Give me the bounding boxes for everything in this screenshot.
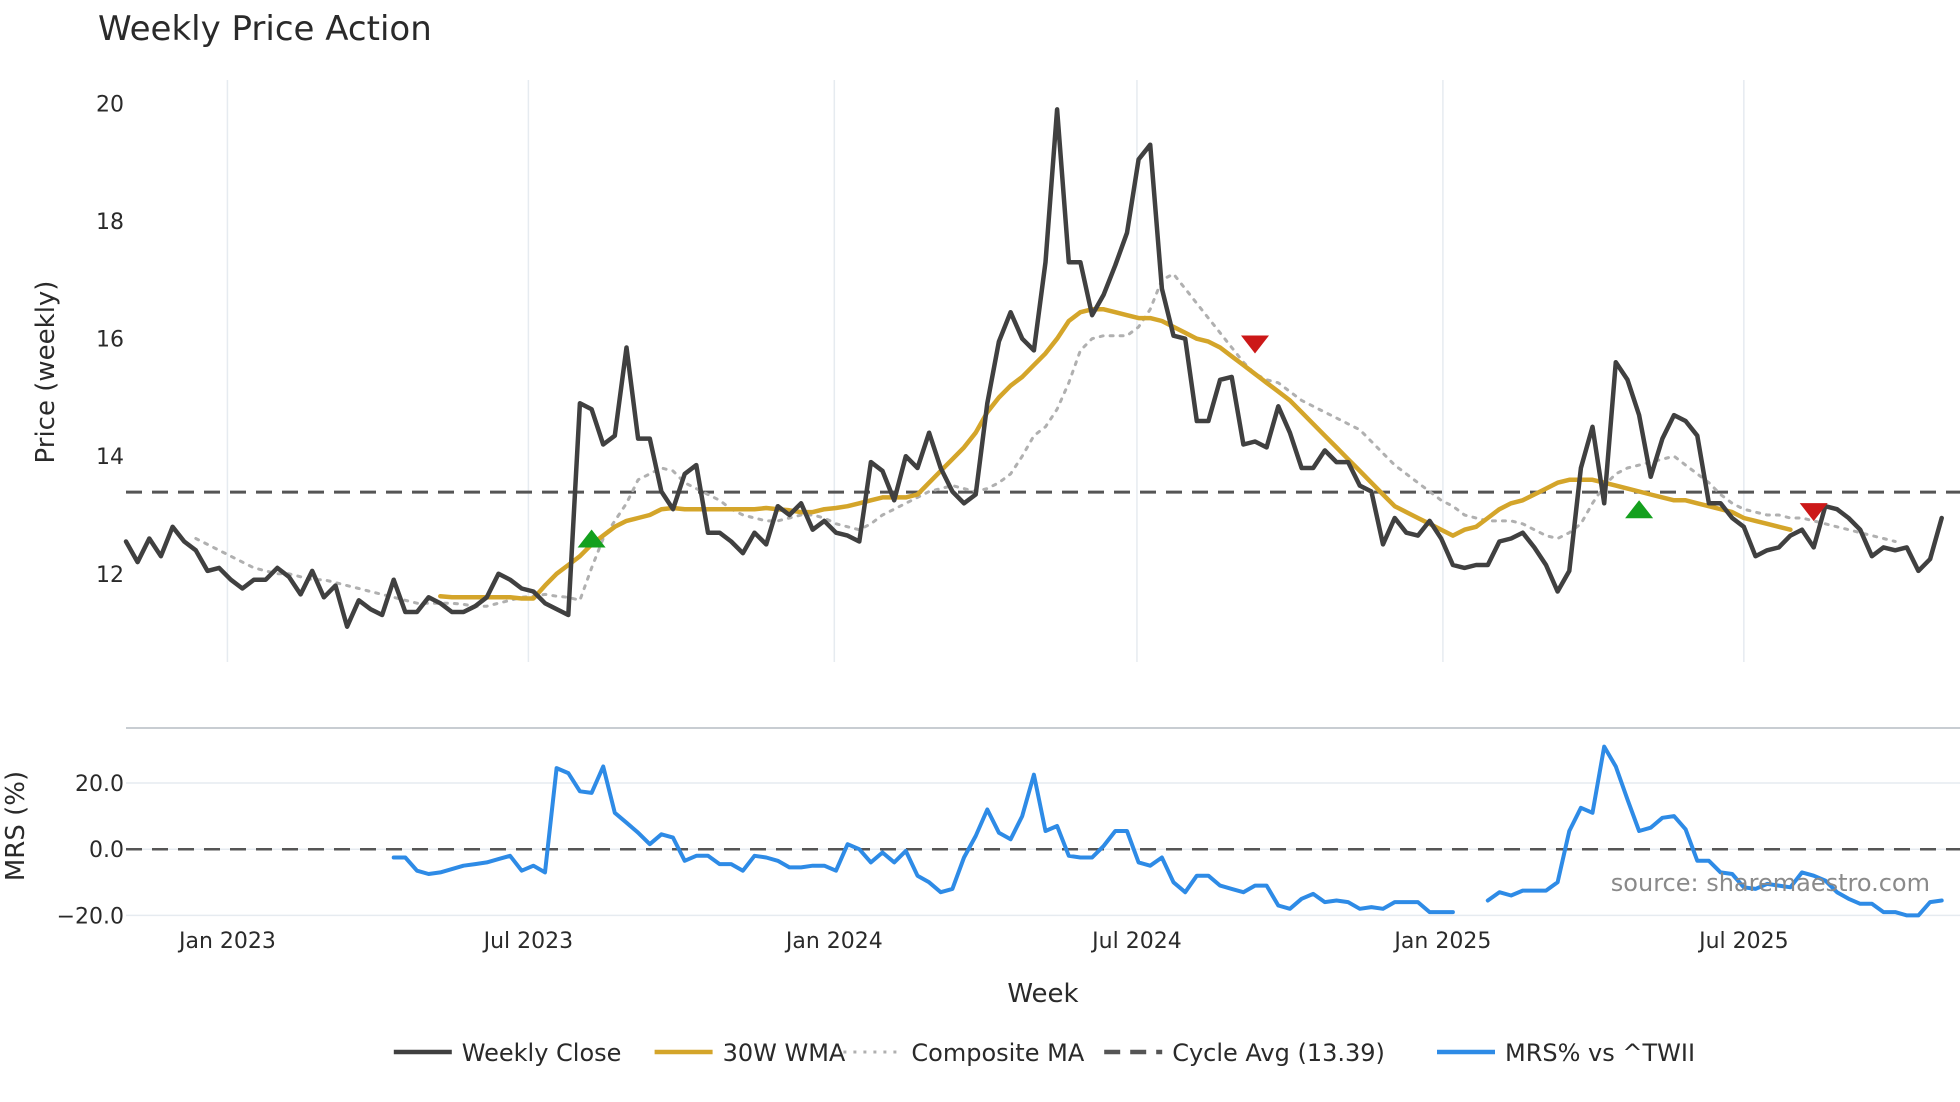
legend: Weekly Close 30W WMA Composite MA Cycle Avg… — [393, 1039, 1695, 1067]
mrs-y-tick-label: 20.0 — [75, 772, 124, 797]
price-gridlines — [226, 80, 1745, 662]
x-axis-ticks: Jan 2023 Jul 2023 Jan 2024 Jul 2024 Jan 2025… — [177, 929, 1789, 954]
series-mrs — [391, 744, 1944, 918]
sell-signal-marker — [1799, 503, 1828, 522]
sell-signal-marker — [1241, 335, 1269, 354]
price-y-axis-title: Price (weekly) — [31, 281, 61, 464]
series-weekly-close — [123, 107, 1944, 629]
x-tick-label: Jan 2025 — [1392, 929, 1491, 954]
price-y-tick-label: 12 — [96, 563, 124, 588]
x-tick-label: Jan 2023 — [177, 929, 276, 954]
legend-label: Composite MA — [911, 1039, 1084, 1067]
x-axis-title: Week — [1007, 979, 1078, 1009]
legend-item: Composite MA — [843, 1039, 1085, 1067]
buy-signal-marker — [577, 529, 606, 548]
legend-label: Weekly Close — [462, 1039, 622, 1067]
mrs-y-tick-label: 0.0 — [89, 838, 124, 863]
mrs-y-ticks: 20.0 0.0 −20.0 — [57, 772, 124, 929]
price-y-tick-label: 20 — [96, 93, 124, 118]
legend-item: 30W WMA — [654, 1039, 846, 1067]
x-tick-label: Jul 2024 — [1090, 929, 1182, 954]
legend-label: Cycle Avg (13.39) — [1172, 1039, 1385, 1067]
source-note: source: sharemaestro.com — [1611, 869, 1930, 897]
price-y-tick-label: 18 — [96, 210, 124, 235]
legend-item: Weekly Close — [393, 1039, 622, 1067]
legend-label: MRS% vs ^TWII — [1505, 1039, 1695, 1067]
legend-item: Cycle Avg (13.39) — [1104, 1039, 1385, 1067]
price-y-tick-label: 14 — [96, 445, 124, 470]
price-y-tick-label: 16 — [96, 328, 124, 353]
series-30w-wma — [438, 307, 1793, 601]
x-tick-label: Jul 2023 — [482, 929, 574, 954]
mrs-series-group — [126, 744, 1960, 918]
mrs-y-tick-label: −20.0 — [57, 904, 124, 929]
chart-title: Weekly Price Action — [98, 9, 432, 49]
legend-item: MRS% vs ^TWII — [1437, 1039, 1695, 1067]
price-y-ticks: 12 14 16 18 20 — [96, 93, 124, 588]
x-tick-label: Jul 2025 — [1697, 929, 1789, 954]
price-series-group — [123, 107, 1960, 629]
signal-markers — [577, 335, 1828, 548]
buy-signal-marker — [1625, 500, 1654, 519]
mrs-y-axis-title: MRS (%) — [1, 771, 31, 881]
series-composite-ma — [194, 272, 1897, 608]
x-tick-label: Jan 2024 — [784, 929, 883, 954]
legend-label: 30W WMA — [723, 1039, 846, 1067]
